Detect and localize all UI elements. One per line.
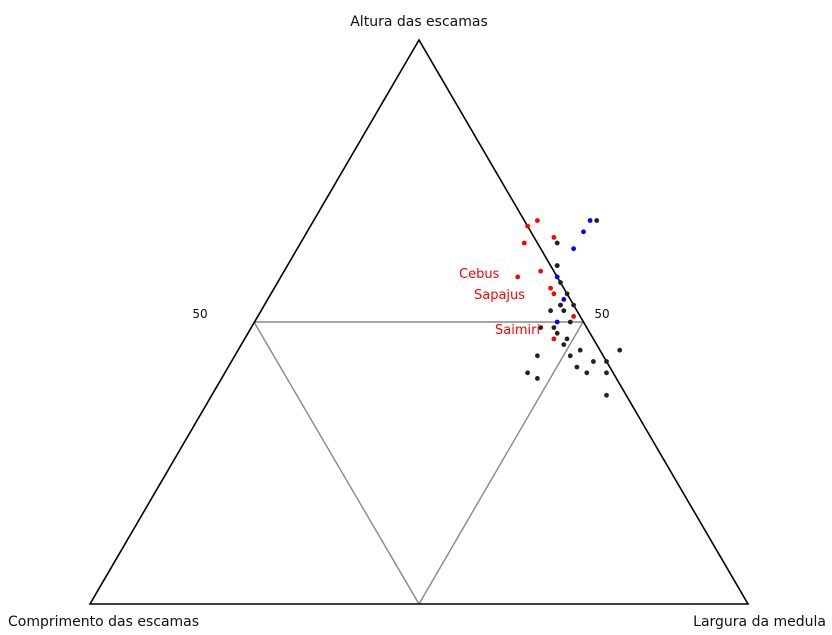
point-saimiri-6: [571, 302, 576, 308]
point-saimiri-11: [564, 336, 570, 342]
point-saimiri-26: [535, 353, 540, 359]
point-cebus-3: [551, 235, 557, 240]
group-labels: Cebus Sapajus Saimiri: [459, 267, 540, 338]
point-saimiri-3: [558, 280, 563, 285]
grid-lines: [253, 321, 584, 605]
vertex-label-left: Comprimento das escamas: [8, 614, 199, 630]
point-saimiri-7: [561, 308, 567, 314]
point-saimiri-19: [617, 347, 623, 353]
point-cebus-10: [551, 336, 557, 342]
point-cebus-1: [535, 218, 540, 223]
point-cebus-4: [515, 274, 521, 280]
vertex-label-right: Largura da medula: [693, 614, 826, 630]
point-saimiri-5: [558, 302, 563, 308]
point-saimiri-17: [591, 359, 596, 364]
point-cebus-7: [551, 291, 557, 297]
grid-line-right: [418, 321, 584, 605]
group-label-cebus: Cebus: [459, 267, 500, 282]
point-saimiri-24: [538, 325, 544, 330]
point-saimiri-10: [554, 330, 560, 336]
point-cebus-5: [538, 268, 544, 274]
point-saimiri-22: [525, 370, 530, 376]
vertex-label-top: Altura das escamas: [350, 14, 488, 30]
ternary-outline: [88, 38, 750, 605]
point-sapajus-6: [554, 319, 560, 325]
point-sapajus-4: [554, 274, 560, 280]
point-cebus-2: [521, 240, 527, 246]
point-saimiri-0: [594, 218, 600, 223]
point-sapajus-1: [581, 229, 586, 235]
tick-label-left-50: 50: [192, 307, 207, 321]
data-points: [515, 218, 623, 398]
point-cebus-6: [548, 285, 553, 291]
point-saimiri-20: [604, 392, 609, 398]
point-saimiri-8: [567, 319, 573, 325]
point-sapajus-5: [561, 297, 567, 302]
point-saimiri-2: [554, 263, 560, 268]
point-cebus-0: [525, 223, 530, 229]
group-label-sapajus: Sapajus: [474, 288, 525, 303]
point-saimiri-9: [551, 325, 557, 330]
grid-line-left: [253, 321, 420, 605]
point-sapajus-2: [571, 246, 576, 252]
point-saimiri-21: [604, 370, 609, 376]
point-cebus-9: [571, 314, 576, 319]
point-saimiri-16: [584, 370, 590, 376]
point-saimiri-13: [561, 342, 567, 347]
point-saimiri-18: [604, 359, 609, 364]
point-saimiri-23: [535, 376, 540, 381]
point-saimiri-1: [554, 240, 560, 246]
point-saimiri-25: [548, 308, 553, 314]
point-saimiri-4: [564, 291, 570, 297]
point-sapajus-0: [587, 218, 593, 223]
point-saimiri-14: [567, 353, 573, 359]
point-saimiri-12: [577, 347, 583, 353]
tick-label-right-50: 50: [594, 307, 609, 321]
point-saimiri-15: [574, 364, 580, 370]
group-label-saimiri: Saimiri: [495, 323, 540, 338]
